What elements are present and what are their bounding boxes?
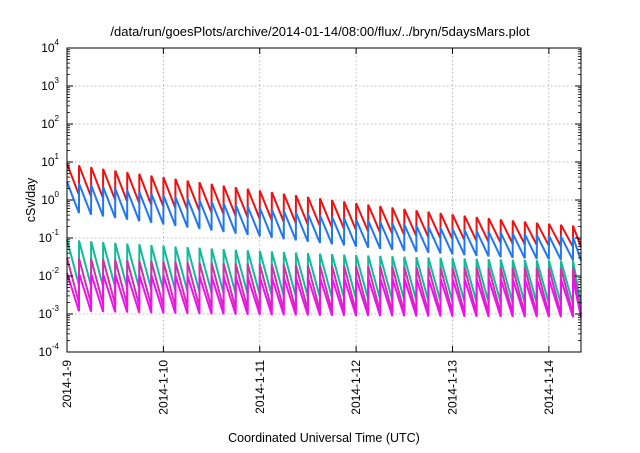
series-line-1	[66, 163, 582, 248]
x-axis-label: Coordinated Universal Time (UTC)	[228, 431, 420, 445]
x-tick-label: 2014-1-9	[60, 360, 74, 408]
y-tick-label: 103	[41, 76, 59, 93]
x-tick-label: 2014-1-13	[446, 360, 460, 415]
y-tick-label: 10-1	[39, 228, 60, 245]
y-tick-label: 10-3	[39, 304, 60, 321]
x-tick-label: 2014-1-12	[349, 360, 363, 415]
y-axis-label: cSv/day	[24, 177, 38, 222]
x-tick-label: 2014-1-11	[253, 360, 267, 414]
chart-title: /data/run/goesPlots/archive/2014-01-14/0…	[110, 24, 530, 39]
series-line-3	[66, 239, 582, 305]
y-tick-label: 102	[41, 114, 59, 131]
y-tick-label: 101	[41, 152, 59, 169]
y-tick-label: 104	[41, 38, 59, 55]
y-tick-label: 10-4	[39, 342, 60, 359]
plot-series	[66, 163, 582, 318]
y-tick-labels: 10-4 10-3 10-2 10-1 100 101 102 103 104	[39, 38, 60, 359]
x-tick-labels: 2014-1-9 2014-1-10 2014-1-11 2014-1-12 2014-…	[60, 360, 556, 415]
axis-ticks	[66, 47, 581, 353]
series-line-5	[66, 272, 582, 318]
x-tick-label: 2014-1-14	[542, 360, 556, 415]
grid	[67, 48, 581, 352]
x-tick-label: 2014-1-10	[156, 360, 170, 415]
y-tick-label: 100	[41, 190, 59, 207]
series-line-4	[66, 257, 582, 315]
series-line-2	[66, 181, 582, 261]
y-tick-label: 10-2	[39, 266, 60, 283]
